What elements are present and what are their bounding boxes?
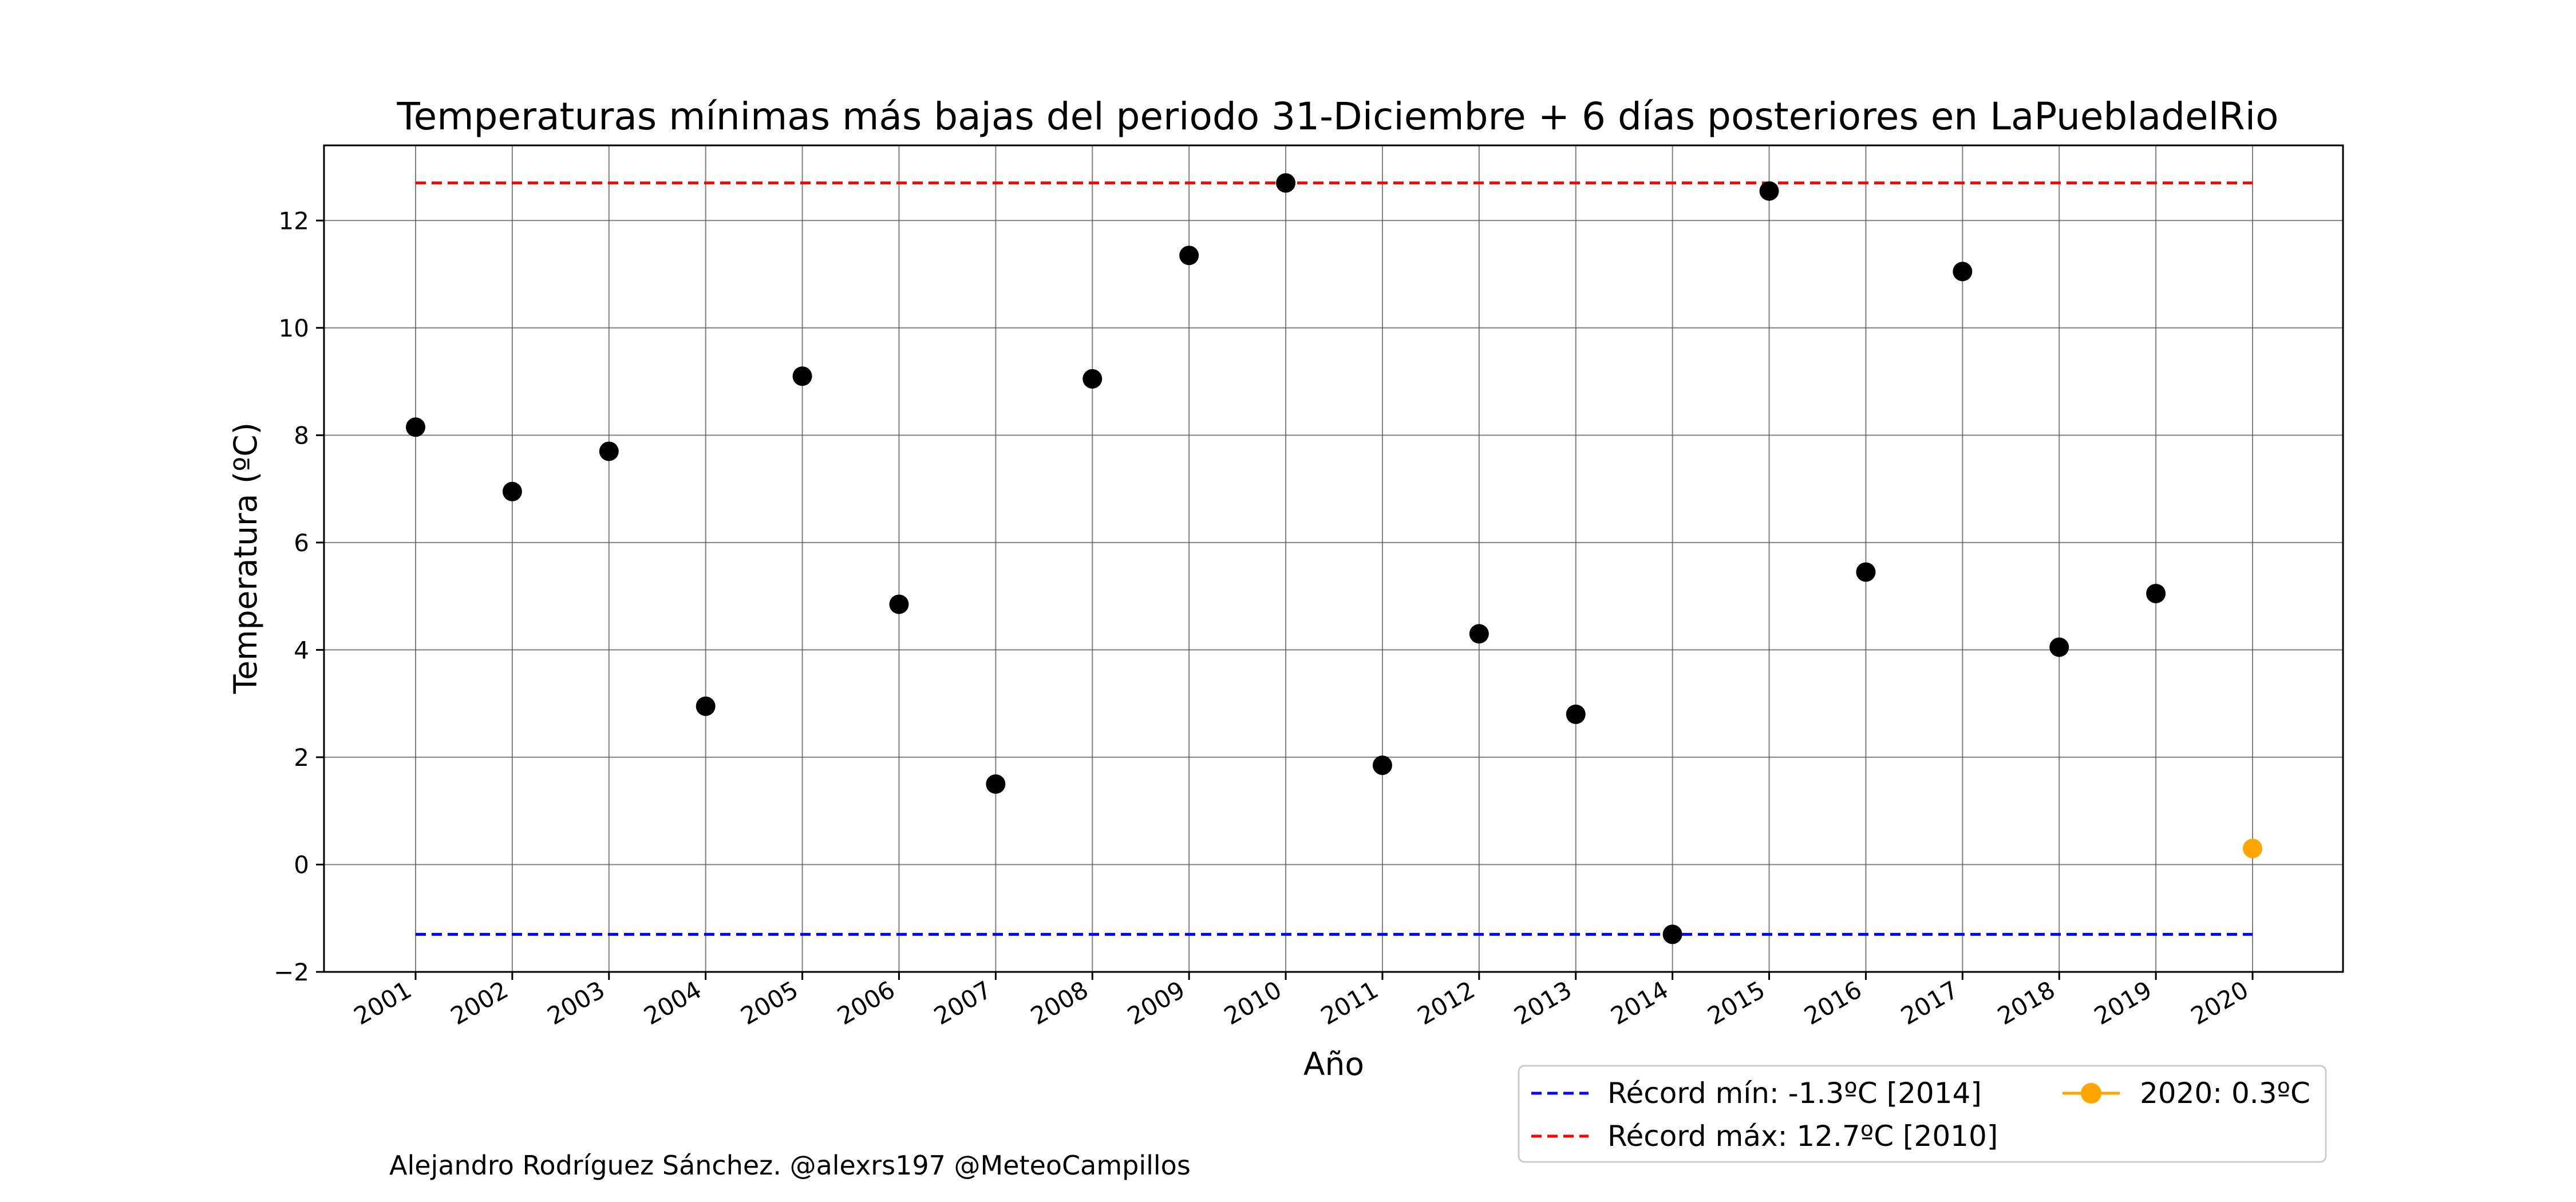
legend-record-max-label: Récord máx: 12.7ºC [2010] [1607,1120,1998,1153]
y-tick-label: 0 [294,851,309,879]
y-tick-label: 4 [294,636,309,664]
legend-record-min-label: Récord mín: -1.3ºC [2014] [1607,1077,1982,1110]
y-tick-label: −2 [274,958,309,986]
data-point [1759,181,1779,201]
data-point [1179,246,1199,266]
data-point [889,594,909,614]
x-axis: 2001 2002 2003 2004 2005 2006 2007 2008 2009 2010… [349,972,2254,1030]
x-tick-label: 2006 [832,975,899,1030]
chart-title: Temperaturas mínimas más bajas del perio… [396,94,2278,139]
x-tick-label: 2008 [1026,975,1093,1030]
x-tick-label: 2020 [2186,975,2253,1030]
plot-frame [323,144,2344,973]
x-tick-label: 2011 [1316,975,1383,1030]
x-tick-label: 2014 [1606,975,1673,1030]
y-axis: −2 0 2 4 6 8 10 12 [274,207,324,986]
x-tick-label: 2010 [1219,975,1286,1030]
x-tick-label: 2009 [1123,975,1190,1030]
data-point [1662,924,1682,944]
x-tick-label: 2003 [543,975,610,1030]
x-tick-label: 2007 [929,975,996,1030]
x-tick-label: 2017 [1896,975,1963,1030]
data-point [1856,562,1876,582]
x-tick-label: 2001 [349,975,416,1030]
legend-2020-label: 2020: 0.3ºC [2140,1077,2310,1110]
data-point [2049,637,2069,657]
legend: Récord mín: -1.3ºC [2014] Récord máx: 12… [1518,1065,2327,1163]
x-tick-label: 2018 [1993,975,2060,1030]
data-points [406,173,2262,944]
x-tick-label: 2019 [2089,975,2156,1030]
y-tick-label: 10 [279,314,309,342]
y-axis-label: Temperatura (ºC) [227,422,264,694]
legend-box [1518,1065,2327,1163]
legend-2020-marker [2081,1083,2101,1104]
x-tick-label: 2016 [1799,975,1866,1030]
data-point [792,366,812,386]
data-point [1953,262,1973,282]
data-point [599,441,619,461]
data-point [986,774,1006,794]
grid [324,145,2343,972]
data-point [502,481,522,501]
x-tick-label: 2004 [639,975,706,1030]
credit-text: Alejandro Rodríguez Sánchez. @alexrs197 … [389,1150,1191,1181]
x-tick-label: 2013 [1510,975,1577,1030]
data-point-2020 [2243,839,2262,859]
x-tick-label: 2015 [1702,975,1769,1030]
reference-lines [416,181,2253,936]
y-tick-label: 12 [279,207,309,235]
y-tick-label: 2 [294,744,309,772]
data-point [1469,624,1489,644]
x-tick-label: 2012 [1413,975,1480,1030]
y-tick-label: 6 [294,529,309,557]
x-tick-label: 2002 [446,975,513,1030]
data-point [2146,583,2166,603]
data-point [1082,369,1103,389]
x-axis-label: Año [1303,1046,1364,1082]
data-point [1276,173,1296,193]
y-tick-label: 8 [294,421,309,449]
data-point [1566,704,1586,724]
x-tick-label: 2005 [736,975,803,1030]
data-point [696,696,716,716]
data-point [406,417,425,437]
data-point [1372,756,1392,775]
